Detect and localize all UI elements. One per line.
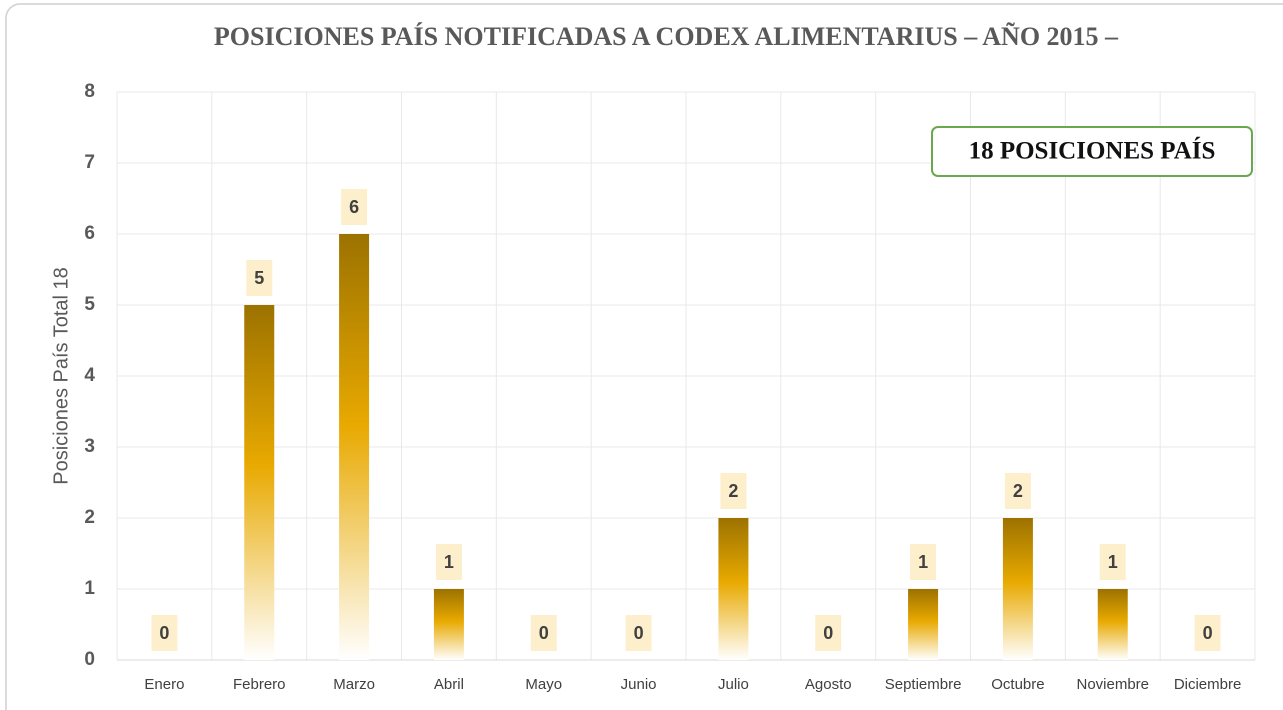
bar	[1097, 589, 1128, 660]
data-label: 0	[823, 623, 833, 643]
data-label-box	[1194, 615, 1221, 651]
x-tick-label: Enero	[144, 676, 184, 693]
annotation: 18 POSICIONES PAÍS	[969, 137, 1216, 165]
bar	[908, 589, 939, 660]
data-label-box	[151, 615, 178, 651]
data-label-box	[246, 260, 273, 296]
x-tick-label: Noviembre	[1076, 676, 1149, 693]
chart-title: POSICIONES PAÍS NOTIFICADAS A CODEX ALIM…	[214, 22, 1119, 51]
y-tick-label: 7	[84, 152, 95, 173]
data-label: 1	[918, 552, 928, 572]
bar	[244, 305, 275, 660]
y-tick-label: 2	[84, 507, 95, 528]
data-label-box	[815, 615, 842, 651]
y-tick-label: 6	[84, 223, 95, 244]
data-label-box	[1004, 473, 1031, 509]
bar	[433, 589, 464, 660]
bar	[718, 518, 749, 660]
data-label-box	[625, 615, 652, 651]
x-tick-label: Febrero	[233, 676, 286, 693]
data-label-box	[1099, 544, 1126, 580]
x-tick-label: Septiembre	[885, 676, 962, 693]
x-tick-label: Diciembre	[1174, 676, 1242, 693]
data-label: 0	[159, 623, 169, 643]
y-tick-label: 1	[84, 578, 95, 599]
data-label: 2	[1013, 481, 1023, 501]
data-label: 0	[1203, 623, 1213, 643]
data-label: 0	[634, 623, 644, 643]
data-label-box	[530, 615, 557, 651]
data-label: 0	[539, 623, 549, 643]
data-label: 1	[444, 552, 454, 572]
data-label-box	[720, 473, 747, 509]
x-tick-label: Agosto	[805, 676, 852, 693]
x-tick-label: Abril	[434, 676, 464, 693]
plot-area: 0 1 2 3 4 5 6 7 8 Enero 0 Febrero 5 Marzo 6 Abril 1 Mayo 0…	[84, 81, 1256, 693]
x-tick-label: Julio	[718, 676, 749, 693]
y-tick-label: 3	[84, 436, 95, 457]
bar	[339, 234, 370, 660]
y-tick-label: 4	[84, 365, 95, 386]
data-label-box	[435, 544, 462, 580]
chart-frame	[5, 3, 1283, 710]
y-tick-label: 5	[84, 294, 95, 315]
x-tick-label: Junio	[621, 676, 657, 693]
data-label: 1	[1108, 552, 1118, 572]
data-label: 2	[728, 481, 738, 501]
data-label: 5	[254, 268, 264, 288]
annotation-box	[931, 126, 1253, 177]
y-tick-label: 8	[84, 81, 95, 102]
x-tick-label: Octubre	[991, 676, 1044, 693]
x-tick-label: Marzo	[333, 676, 375, 693]
bar	[1002, 518, 1033, 660]
data-label-box	[341, 189, 368, 225]
data-label-box	[910, 544, 937, 580]
y-tick-label: 0	[84, 649, 95, 670]
x-tick-label: Mayo	[525, 676, 562, 693]
data-label: 6	[349, 197, 359, 217]
y-axis-label: Posiciones País Total 18	[50, 267, 72, 485]
